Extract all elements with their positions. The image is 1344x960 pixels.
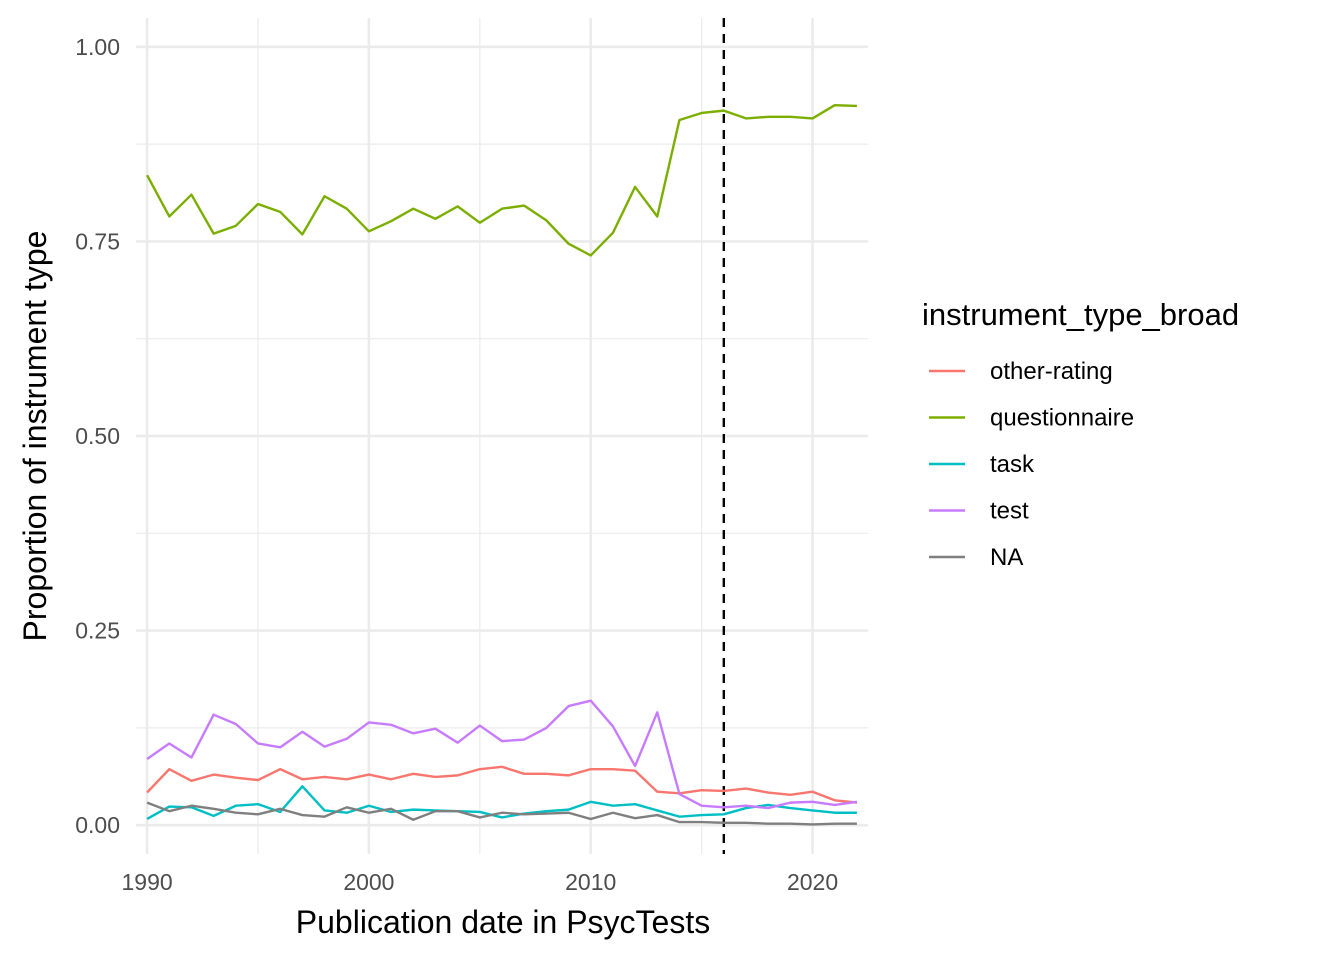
series-line-questionnaire	[146, 103, 857, 257]
y-tick-label: 0.75	[75, 228, 120, 254]
x-tick-label: 2000	[343, 869, 394, 895]
series-line-na	[146, 801, 857, 826]
major-gridlines	[136, 18, 868, 854]
series-line-task	[146, 785, 857, 821]
x-tick-label: 2010	[565, 869, 616, 895]
y-axis-ticks: 0.00 0.25 0.50 0.75 1.00	[75, 34, 120, 838]
series-line-other-rating	[146, 765, 858, 804]
legend-label: test	[990, 498, 1029, 525]
x-axis-title: Publication date in PsycTests	[296, 904, 710, 940]
y-tick-label: 1.00	[75, 34, 120, 60]
x-tick-label: 2020	[787, 869, 838, 895]
legend-label: other-rating	[990, 358, 1113, 385]
x-tick-label: 1990	[122, 869, 173, 895]
x-axis-ticks: 1990 2000 2010 2020	[122, 869, 839, 895]
legend-label: questionnaire	[990, 405, 1134, 432]
legend-title: instrument_type_broad	[922, 297, 1239, 332]
legend-label: NA	[990, 544, 1023, 571]
y-tick-label: 0.50	[75, 423, 120, 449]
legend-items: other-rating questionnaire task test NA	[929, 358, 1134, 571]
y-tick-label: 0.25	[75, 618, 120, 644]
series-lines	[146, 103, 858, 826]
y-axis-title: Proportion of instrument type	[17, 231, 53, 642]
legend: instrument_type_broad other-rating questi…	[922, 297, 1239, 571]
series-line-test	[146, 699, 858, 810]
legend-label: task	[990, 451, 1035, 478]
y-tick-label: 0.00	[75, 812, 120, 838]
